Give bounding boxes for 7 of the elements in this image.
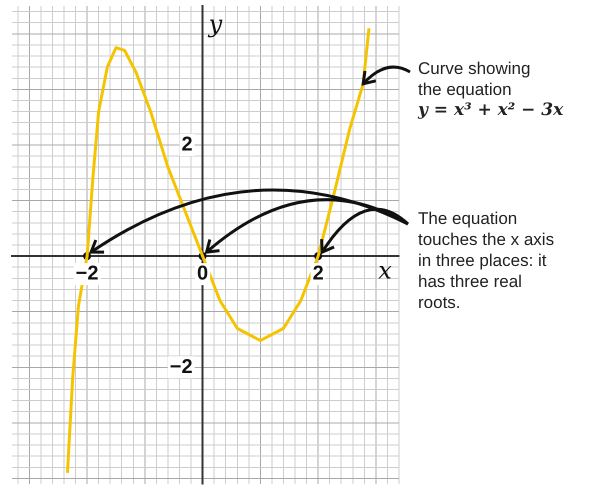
x-tick-label: 0 [197, 262, 208, 285]
y-axis-title: y [208, 10, 223, 38]
x-tick-label: 2 [312, 262, 324, 285]
annotation: The equation touches the x axis in three places: it has three real roots. [418, 209, 554, 312]
annotation: Curve showing the equation y = x³ + x² − 3x [418, 59, 564, 121]
x-tick-label: −2 [76, 262, 98, 285]
x-axis-title: x [378, 256, 392, 284]
